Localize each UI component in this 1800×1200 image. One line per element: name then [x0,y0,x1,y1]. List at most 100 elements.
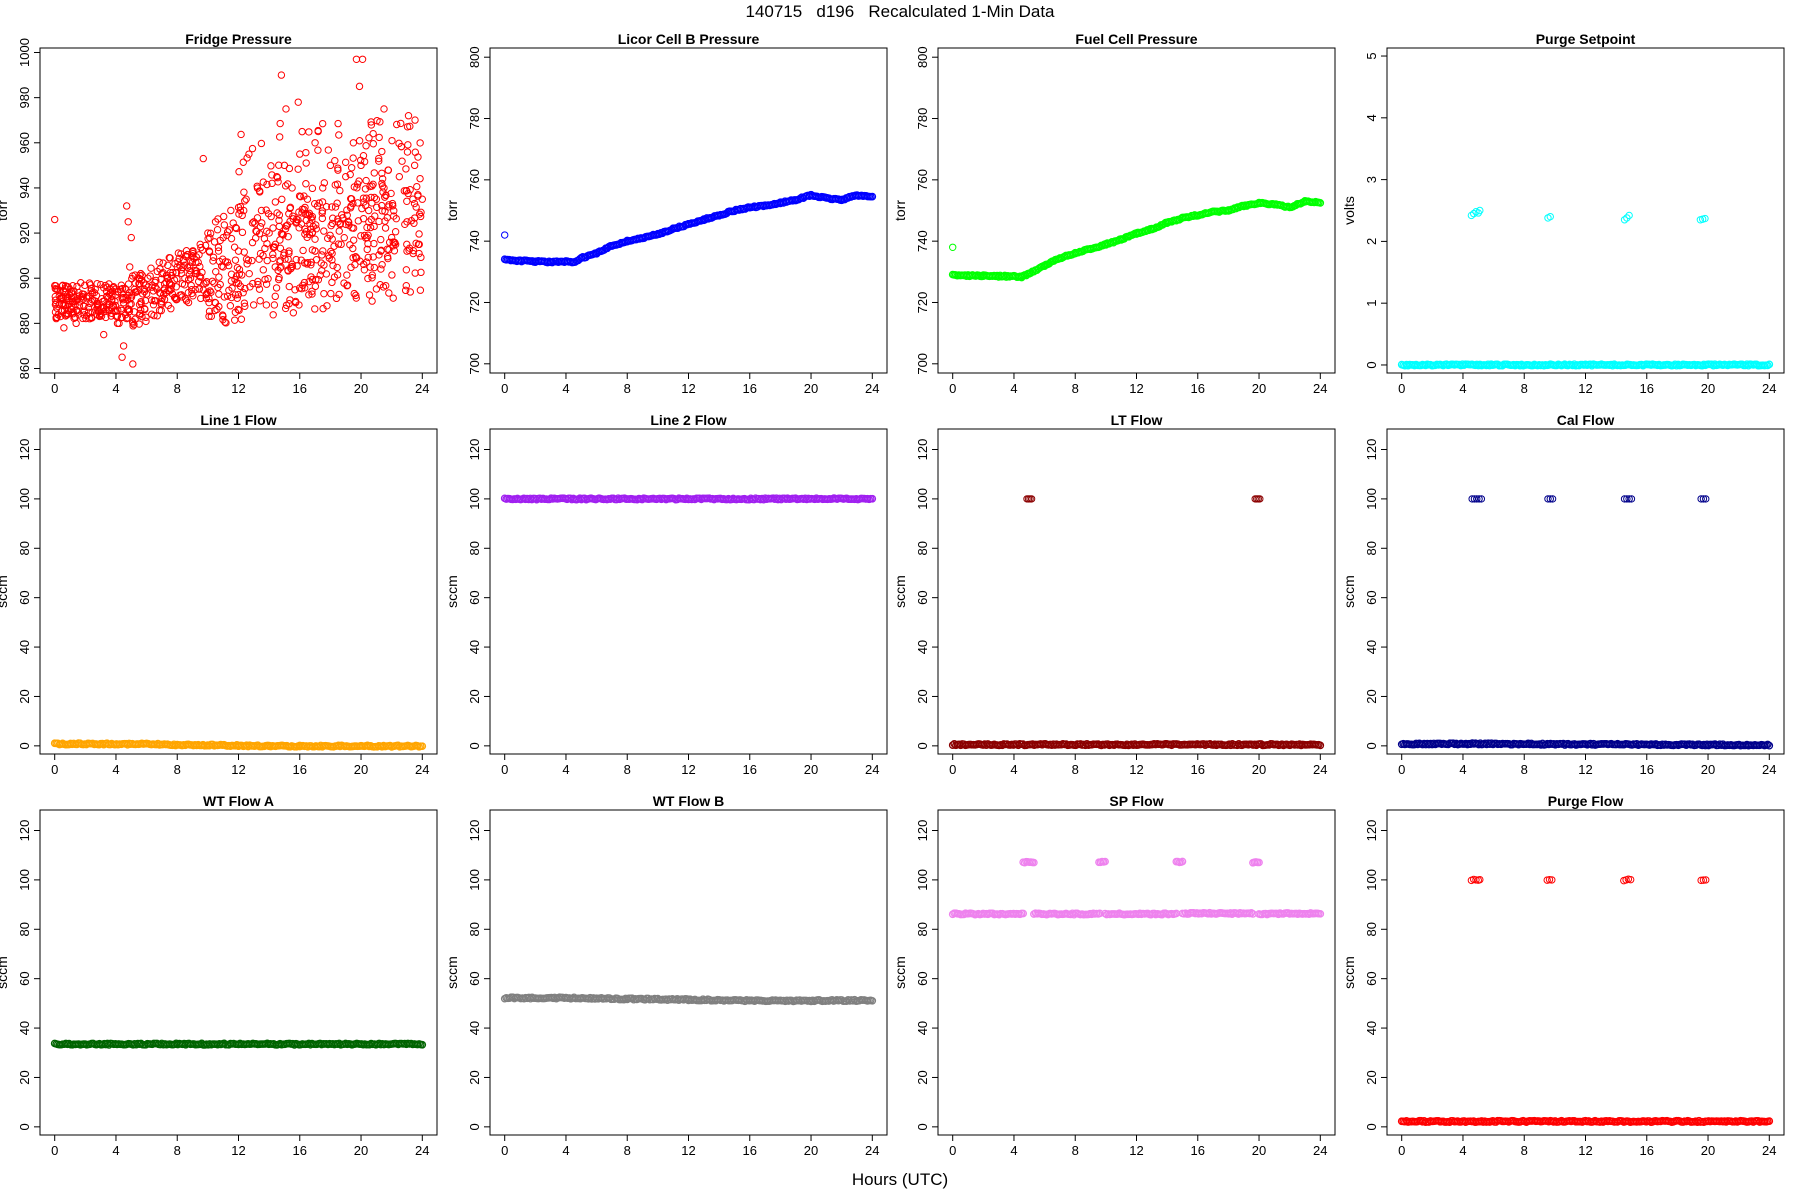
data-point [308,290,316,298]
x-tick-label: 12 [681,1143,695,1158]
data-point [248,238,257,247]
data-point [219,312,227,320]
data-point [331,203,340,211]
y-tick-label: 700 [467,353,482,375]
data-point [51,215,59,224]
data-point [352,55,361,63]
data-point [126,263,134,271]
data-point [403,240,411,249]
data-point [156,265,164,273]
x-tick-label: 8 [1072,381,1079,396]
data-point [320,179,329,187]
data-point [248,144,257,153]
x-tick-label: 16 [293,762,307,777]
data-point [241,197,249,205]
x-tick-label: 8 [624,381,631,396]
y-tick-label: 40 [1364,1021,1379,1035]
data-point [378,175,387,183]
data-point [362,194,371,202]
data-point [323,302,331,310]
data-point [128,274,136,283]
y-tick-label: 60 [17,971,32,985]
data-point [411,148,419,156]
x-tick-label: 8 [174,381,181,396]
data-point [278,195,286,204]
data-point [418,742,427,751]
data-point [201,241,210,250]
data-point [276,236,284,244]
data-point [267,212,275,221]
plot-frame [1386,428,1785,755]
data-point [60,299,68,307]
data-point [305,277,313,286]
y-tick-label: 120 [1364,439,1379,461]
data-point [366,263,374,271]
data-point [1095,909,1104,918]
data-point [358,55,367,63]
data-point [416,286,425,294]
data-point [398,157,406,165]
data-point [84,308,93,317]
data-point [1625,495,1633,503]
data-point [136,271,144,280]
data-point [171,260,179,268]
data-point [306,219,314,228]
data-point [1475,495,1483,503]
data-point [176,261,184,270]
data-point [264,275,272,283]
data-point [334,119,342,128]
data-point [1545,875,1554,884]
data-point [1548,495,1557,503]
data-point [1699,876,1708,884]
data-point [258,219,266,227]
data-point [362,234,370,242]
x-tick-label: 16 [1191,762,1205,777]
data-series [500,494,877,504]
data-point [1316,909,1325,918]
data-point [100,330,108,339]
data-point [267,162,275,170]
x-tick-label: 4 [1459,1143,1466,1158]
data-point [199,286,208,294]
data-point [868,192,877,201]
data-point [124,280,133,288]
data-point [308,228,317,237]
data-point [275,273,283,282]
data-point [273,173,282,182]
data-point [241,284,249,293]
data-point [80,307,89,315]
y-tick-label: 960 [17,132,32,154]
data-point [403,197,411,205]
data-point [1178,857,1187,866]
data-point [162,278,170,287]
chart-panel: SP Flow sccm 0 4 8 12 16 20 24 0 20 40 60 80 100 120 [892,793,1336,1158]
y-tick-label: 100 [467,488,482,510]
x-tick-label: 8 [174,1143,181,1158]
x-tick-label: 12 [1129,762,1143,777]
data-point [370,239,378,248]
data-point [1625,211,1633,220]
x-tick-label: 24 [865,762,879,777]
data-point [165,280,174,288]
x-tick-label: 4 [112,1143,119,1158]
plot-frame [937,809,1336,1136]
data-point [122,314,131,323]
data-point [298,284,306,293]
y-tick-label: 800 [915,46,930,68]
data-point [289,309,298,317]
x-tick-label: 8 [1521,381,1528,396]
data-point [302,148,310,157]
figure-title: 140715 d196 Recalculated 1-Min Data [745,2,1055,21]
data-point [1702,495,1710,503]
data-point [135,275,144,283]
data-point [388,202,397,210]
data-point [213,305,221,314]
data-point [1544,495,1552,503]
data-point [318,209,326,217]
data-point [328,235,336,243]
x-tick-label: 24 [1313,381,1327,396]
data-point [357,232,365,240]
data-point [395,172,404,181]
data-point [341,158,350,167]
